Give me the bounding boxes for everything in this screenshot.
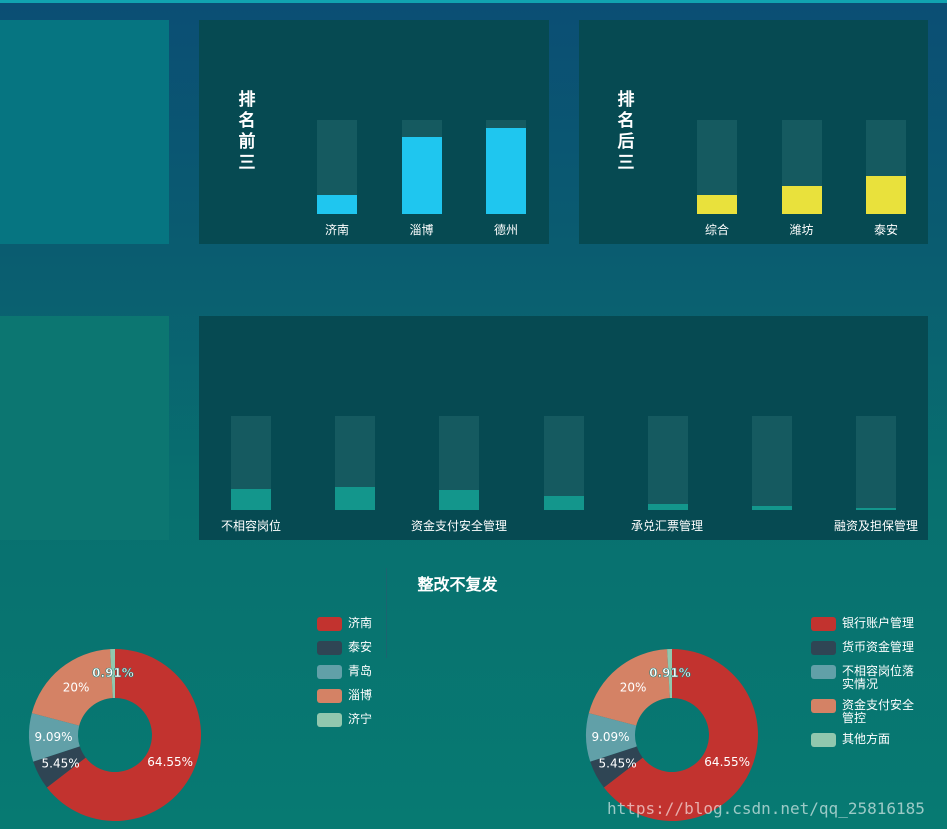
legend-swatch xyxy=(811,699,836,713)
legend-swatch xyxy=(811,733,836,747)
bar-track xyxy=(866,120,906,214)
legend-swatch xyxy=(811,641,836,655)
bar-track xyxy=(231,416,271,510)
legend-label: 不相容岗位落实情况 xyxy=(842,664,915,691)
bar[interactable] xyxy=(335,487,376,510)
bar[interactable] xyxy=(486,128,526,214)
pie-label: 64.55% xyxy=(147,755,193,769)
title-char: 名 xyxy=(238,111,256,131)
pie-slice[interactable] xyxy=(586,713,637,762)
pie-slice[interactable] xyxy=(46,649,201,821)
pie-slice[interactable] xyxy=(33,746,86,788)
bar-track xyxy=(543,416,584,510)
bar-label: 泰安 xyxy=(873,223,898,237)
legend-label: 济宁 xyxy=(348,712,373,726)
legend-label: 其他方面 xyxy=(842,732,891,746)
pie-label: 9.09% xyxy=(34,730,72,744)
axis-label-2: 承兑汇票管理 xyxy=(631,519,704,533)
title-char: 排 xyxy=(617,90,635,110)
legend-topics: 银行账户管理 货币资金管理 不相容岗位落实情况 资金支付安全管控 其他方面 xyxy=(811,617,923,752)
pie-slice[interactable] xyxy=(667,649,672,699)
bar[interactable] xyxy=(752,506,792,510)
side-tile-top xyxy=(0,20,169,244)
legend-label: 济南 xyxy=(348,616,373,630)
bottom-three-title: 排名后三 xyxy=(617,90,635,174)
pie-slice[interactable] xyxy=(603,649,758,821)
legend-swatch xyxy=(317,641,342,655)
top-three-panel: 排名前三 济南 淄博 德州 xyxy=(199,20,549,244)
bar-track xyxy=(486,120,526,214)
pie-slice[interactable] xyxy=(29,713,80,762)
bar-track xyxy=(697,120,737,214)
legend-label: 资金支付安全管控 xyxy=(842,698,915,725)
legend-swatch xyxy=(811,617,836,631)
bar-label: 淄博 xyxy=(409,223,434,237)
legend-swatch xyxy=(317,617,342,631)
bar-label: 德州 xyxy=(493,223,518,237)
pie-slice[interactable] xyxy=(110,649,115,699)
bar-track xyxy=(647,416,688,510)
side-tile-bottom xyxy=(0,316,169,540)
bar[interactable] xyxy=(781,185,822,214)
bar-track xyxy=(781,120,822,214)
pie-label: 5.45% xyxy=(599,757,637,771)
top-accent-line xyxy=(0,0,947,3)
legend-cities: 济南 泰安 青岛 淄博 济宁 xyxy=(317,617,387,747)
axis-label-3: 融资及担保管理 xyxy=(834,519,919,533)
pie-label: 20% xyxy=(620,680,647,694)
bar-track xyxy=(856,416,897,510)
pie-slice[interactable] xyxy=(588,649,670,726)
legend-swatch xyxy=(811,665,836,679)
legend-label: 银行账户管理 xyxy=(842,616,915,630)
bar-track xyxy=(317,120,357,214)
title-char: 后 xyxy=(617,132,635,152)
bar[interactable] xyxy=(231,489,271,510)
bar-track xyxy=(752,416,792,510)
title-char: 三 xyxy=(238,153,256,173)
axis-label-0: 不相容岗位 xyxy=(221,519,282,533)
bar-track xyxy=(335,416,376,510)
bar-track xyxy=(401,120,442,214)
axis-label-1: 资金支付安全管理 xyxy=(411,519,508,533)
pie-label: 5.45% xyxy=(42,757,80,771)
bar[interactable] xyxy=(856,508,897,510)
category-panel: 不相容岗位 资金支付安全管理 承兑汇票管理 融资及担保管理 xyxy=(199,316,928,540)
title-char: 名 xyxy=(617,111,635,131)
legend-swatch xyxy=(317,689,342,703)
bar-track xyxy=(439,416,480,510)
watermark: https://blog.csdn.net/qq_25816185 xyxy=(607,799,925,818)
pie-label: 0.91% xyxy=(92,666,134,680)
legend-label: 淄博 xyxy=(348,688,373,702)
bottom-three-panel: 排名后三 综合 潍坊 泰安 xyxy=(579,20,928,244)
top-three-title: 排名前三 xyxy=(238,90,256,174)
title-char: 三 xyxy=(617,153,635,173)
pie-label: 20% xyxy=(63,680,90,694)
pie-slice[interactable] xyxy=(31,649,113,726)
legend-label: 泰安 xyxy=(348,640,373,654)
legend-swatch xyxy=(317,713,342,727)
pie-label: 0.91% xyxy=(649,666,691,680)
bar-label: 济南 xyxy=(324,223,349,237)
bar[interactable] xyxy=(697,195,737,214)
bar[interactable] xyxy=(401,136,442,214)
bar[interactable] xyxy=(439,490,480,510)
bar-label: 潍坊 xyxy=(789,223,814,237)
title-char: 前 xyxy=(238,132,256,152)
pie-label: 9.09% xyxy=(591,730,629,744)
bar[interactable] xyxy=(866,176,906,214)
legend-label: 货币资金管理 xyxy=(842,640,915,654)
bar[interactable] xyxy=(543,495,584,510)
pie-slice[interactable] xyxy=(590,746,643,788)
legend-label: 青岛 xyxy=(348,664,373,678)
pie-label: 64.55% xyxy=(704,755,750,769)
bar[interactable] xyxy=(317,195,357,214)
bar-label: 综合 xyxy=(704,223,729,237)
section-divider xyxy=(386,568,387,658)
pie-section-title: 整改不复发 xyxy=(417,575,498,594)
legend-swatch xyxy=(317,665,342,679)
bar[interactable] xyxy=(647,504,688,510)
title-char: 排 xyxy=(238,90,256,110)
